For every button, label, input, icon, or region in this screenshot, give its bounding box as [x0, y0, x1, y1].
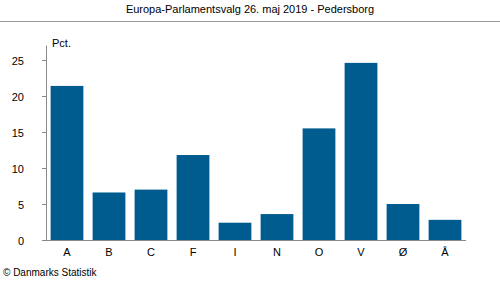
bar — [93, 192, 126, 240]
y-tick — [42, 240, 46, 241]
x-tick-label: V — [357, 246, 365, 258]
y-axis — [46, 46, 47, 240]
x-tick-label: Ø — [399, 246, 408, 258]
chart: Europa-Parlamentsvalg 26. maj 2019 - Ped… — [0, 0, 500, 282]
x-tick-label: A — [63, 246, 71, 258]
bar — [261, 214, 294, 240]
y-tick — [42, 60, 46, 61]
x-tick-label: Å — [441, 246, 449, 258]
source: © Danmarks Statistik — [3, 267, 98, 278]
y-tick-label: 5 — [18, 199, 24, 211]
bar — [219, 223, 252, 240]
y-tick — [42, 168, 46, 169]
y-tick-label: 10 — [12, 163, 24, 175]
bar — [135, 190, 168, 240]
y-tick-label: 20 — [12, 91, 24, 103]
x-tick-label: N — [273, 246, 281, 258]
bar — [429, 220, 462, 240]
x-tick-label: B — [105, 246, 112, 258]
x-tick-label: C — [147, 246, 155, 258]
y-tick — [42, 204, 46, 205]
chart-container: Europa-Parlamentsvalg 26. maj 2019 - Ped… — [0, 0, 500, 282]
bars — [51, 63, 462, 240]
y-tick-label: 25 — [12, 55, 24, 67]
y-tick-label: 0 — [18, 235, 24, 247]
bar — [51, 86, 84, 240]
bar — [303, 128, 336, 240]
x-axis — [46, 240, 466, 241]
x-tick-label: I — [233, 246, 236, 258]
y-axis-label: Pct. — [52, 37, 71, 49]
x-tick-label: O — [315, 246, 324, 258]
title-rule — [0, 21, 500, 22]
y-tick-label: 15 — [12, 127, 24, 139]
bar — [177, 155, 210, 240]
bar — [387, 204, 420, 240]
x-tick-label: F — [190, 246, 197, 258]
y-tick — [42, 96, 46, 97]
title: Europa-Parlamentsvalg 26. maj 2019 - Ped… — [126, 3, 374, 15]
y-tick — [42, 132, 46, 133]
bar — [345, 63, 378, 240]
